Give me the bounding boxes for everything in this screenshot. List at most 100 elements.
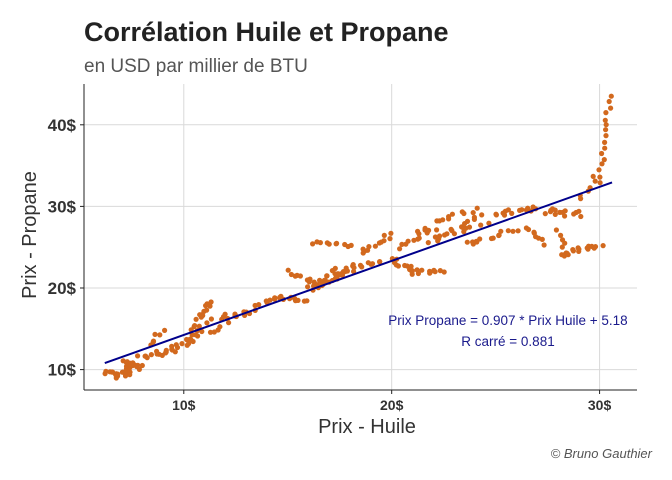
data-point: [399, 241, 405, 247]
data-point: [592, 244, 599, 250]
data-point: [488, 235, 495, 242]
data-point: [381, 232, 387, 238]
data-point: [602, 145, 608, 151]
data-point: [333, 241, 339, 247]
data-point: [295, 297, 301, 303]
axes: [83, 84, 637, 391]
data-point: [479, 212, 485, 218]
data-point: [124, 359, 130, 365]
regression-line: [104, 181, 613, 364]
grid-lines: [84, 84, 637, 390]
data-point: [360, 246, 366, 252]
data-point: [377, 259, 383, 265]
chart-title: Corrélation Huile et Propane: [84, 17, 449, 47]
data-point: [272, 295, 278, 301]
data-point: [306, 279, 312, 285]
chart-caption: © Bruno Gauthier: [551, 446, 653, 461]
data-point: [559, 244, 565, 250]
y-tick-label: 20$: [48, 279, 77, 298]
x-axis-label: Prix - Huile: [318, 416, 416, 438]
x-tick-label: 20$: [380, 397, 404, 413]
data-point: [292, 273, 298, 279]
data-point: [150, 338, 157, 344]
data-point: [501, 212, 508, 218]
data-point: [136, 366, 142, 372]
data-point: [148, 352, 154, 358]
data-point: [477, 236, 483, 242]
data-point: [372, 243, 378, 249]
data-point: [351, 265, 357, 271]
y-tick-label: 30$: [48, 197, 77, 216]
data-point: [498, 228, 504, 234]
data-point: [515, 228, 521, 234]
data-point: [576, 208, 582, 214]
data-point: [425, 240, 431, 246]
data-point: [115, 371, 121, 377]
data-point: [562, 240, 568, 246]
regression-line-layer: [104, 181, 613, 364]
data-point: [525, 226, 532, 233]
data-point: [154, 351, 160, 357]
data-point: [179, 341, 185, 347]
data-point: [415, 236, 421, 242]
data-point: [446, 214, 452, 220]
y-axis-label: Prix - Propane: [19, 171, 41, 299]
data-point: [288, 271, 294, 278]
data-point: [103, 368, 109, 374]
data-point: [597, 180, 603, 186]
data-point: [204, 307, 210, 313]
data-point: [163, 350, 169, 356]
data-point: [562, 213, 568, 219]
data-point: [510, 228, 516, 234]
data-point: [464, 218, 471, 224]
data-point: [599, 161, 605, 167]
data-point: [608, 105, 614, 111]
data-point: [523, 207, 530, 213]
r-squared-label: R carré = 0.881: [461, 334, 554, 349]
data-point: [189, 332, 195, 338]
data-point: [440, 217, 446, 223]
data-point: [434, 227, 440, 233]
data-point: [222, 311, 228, 317]
data-point: [541, 242, 547, 248]
data-point: [505, 228, 511, 234]
data-point: [597, 174, 603, 180]
data-point: [505, 207, 511, 213]
data-point: [387, 236, 393, 242]
data-point: [348, 242, 354, 248]
data-point: [601, 157, 607, 163]
data-point: [596, 167, 602, 173]
data-point: [449, 228, 455, 234]
data-point: [558, 232, 564, 238]
data-point: [192, 323, 198, 329]
data-point: [127, 372, 133, 378]
data-point: [267, 297, 273, 303]
data-point: [603, 127, 609, 133]
data-point: [519, 207, 525, 213]
data-point: [603, 110, 609, 116]
data-point: [590, 173, 596, 179]
data-point: [131, 362, 138, 368]
data-point: [226, 320, 232, 326]
data-point: [120, 369, 126, 375]
data-point: [256, 302, 262, 308]
data-point: [324, 273, 330, 279]
data-point: [415, 270, 421, 277]
data-point: [449, 211, 455, 217]
data-point: [193, 316, 199, 322]
data-point: [576, 246, 582, 252]
data-point: [564, 250, 570, 256]
data-point: [196, 323, 202, 329]
data-point: [139, 362, 145, 369]
data-point: [304, 298, 310, 304]
data-point: [310, 241, 316, 247]
data-point: [602, 139, 608, 145]
data-point: [600, 243, 606, 249]
data-point: [459, 209, 465, 215]
data-point: [570, 248, 577, 254]
data-point: [169, 346, 175, 352]
data-point: [509, 210, 515, 216]
data-point: [474, 205, 480, 211]
data-point: [321, 277, 327, 284]
